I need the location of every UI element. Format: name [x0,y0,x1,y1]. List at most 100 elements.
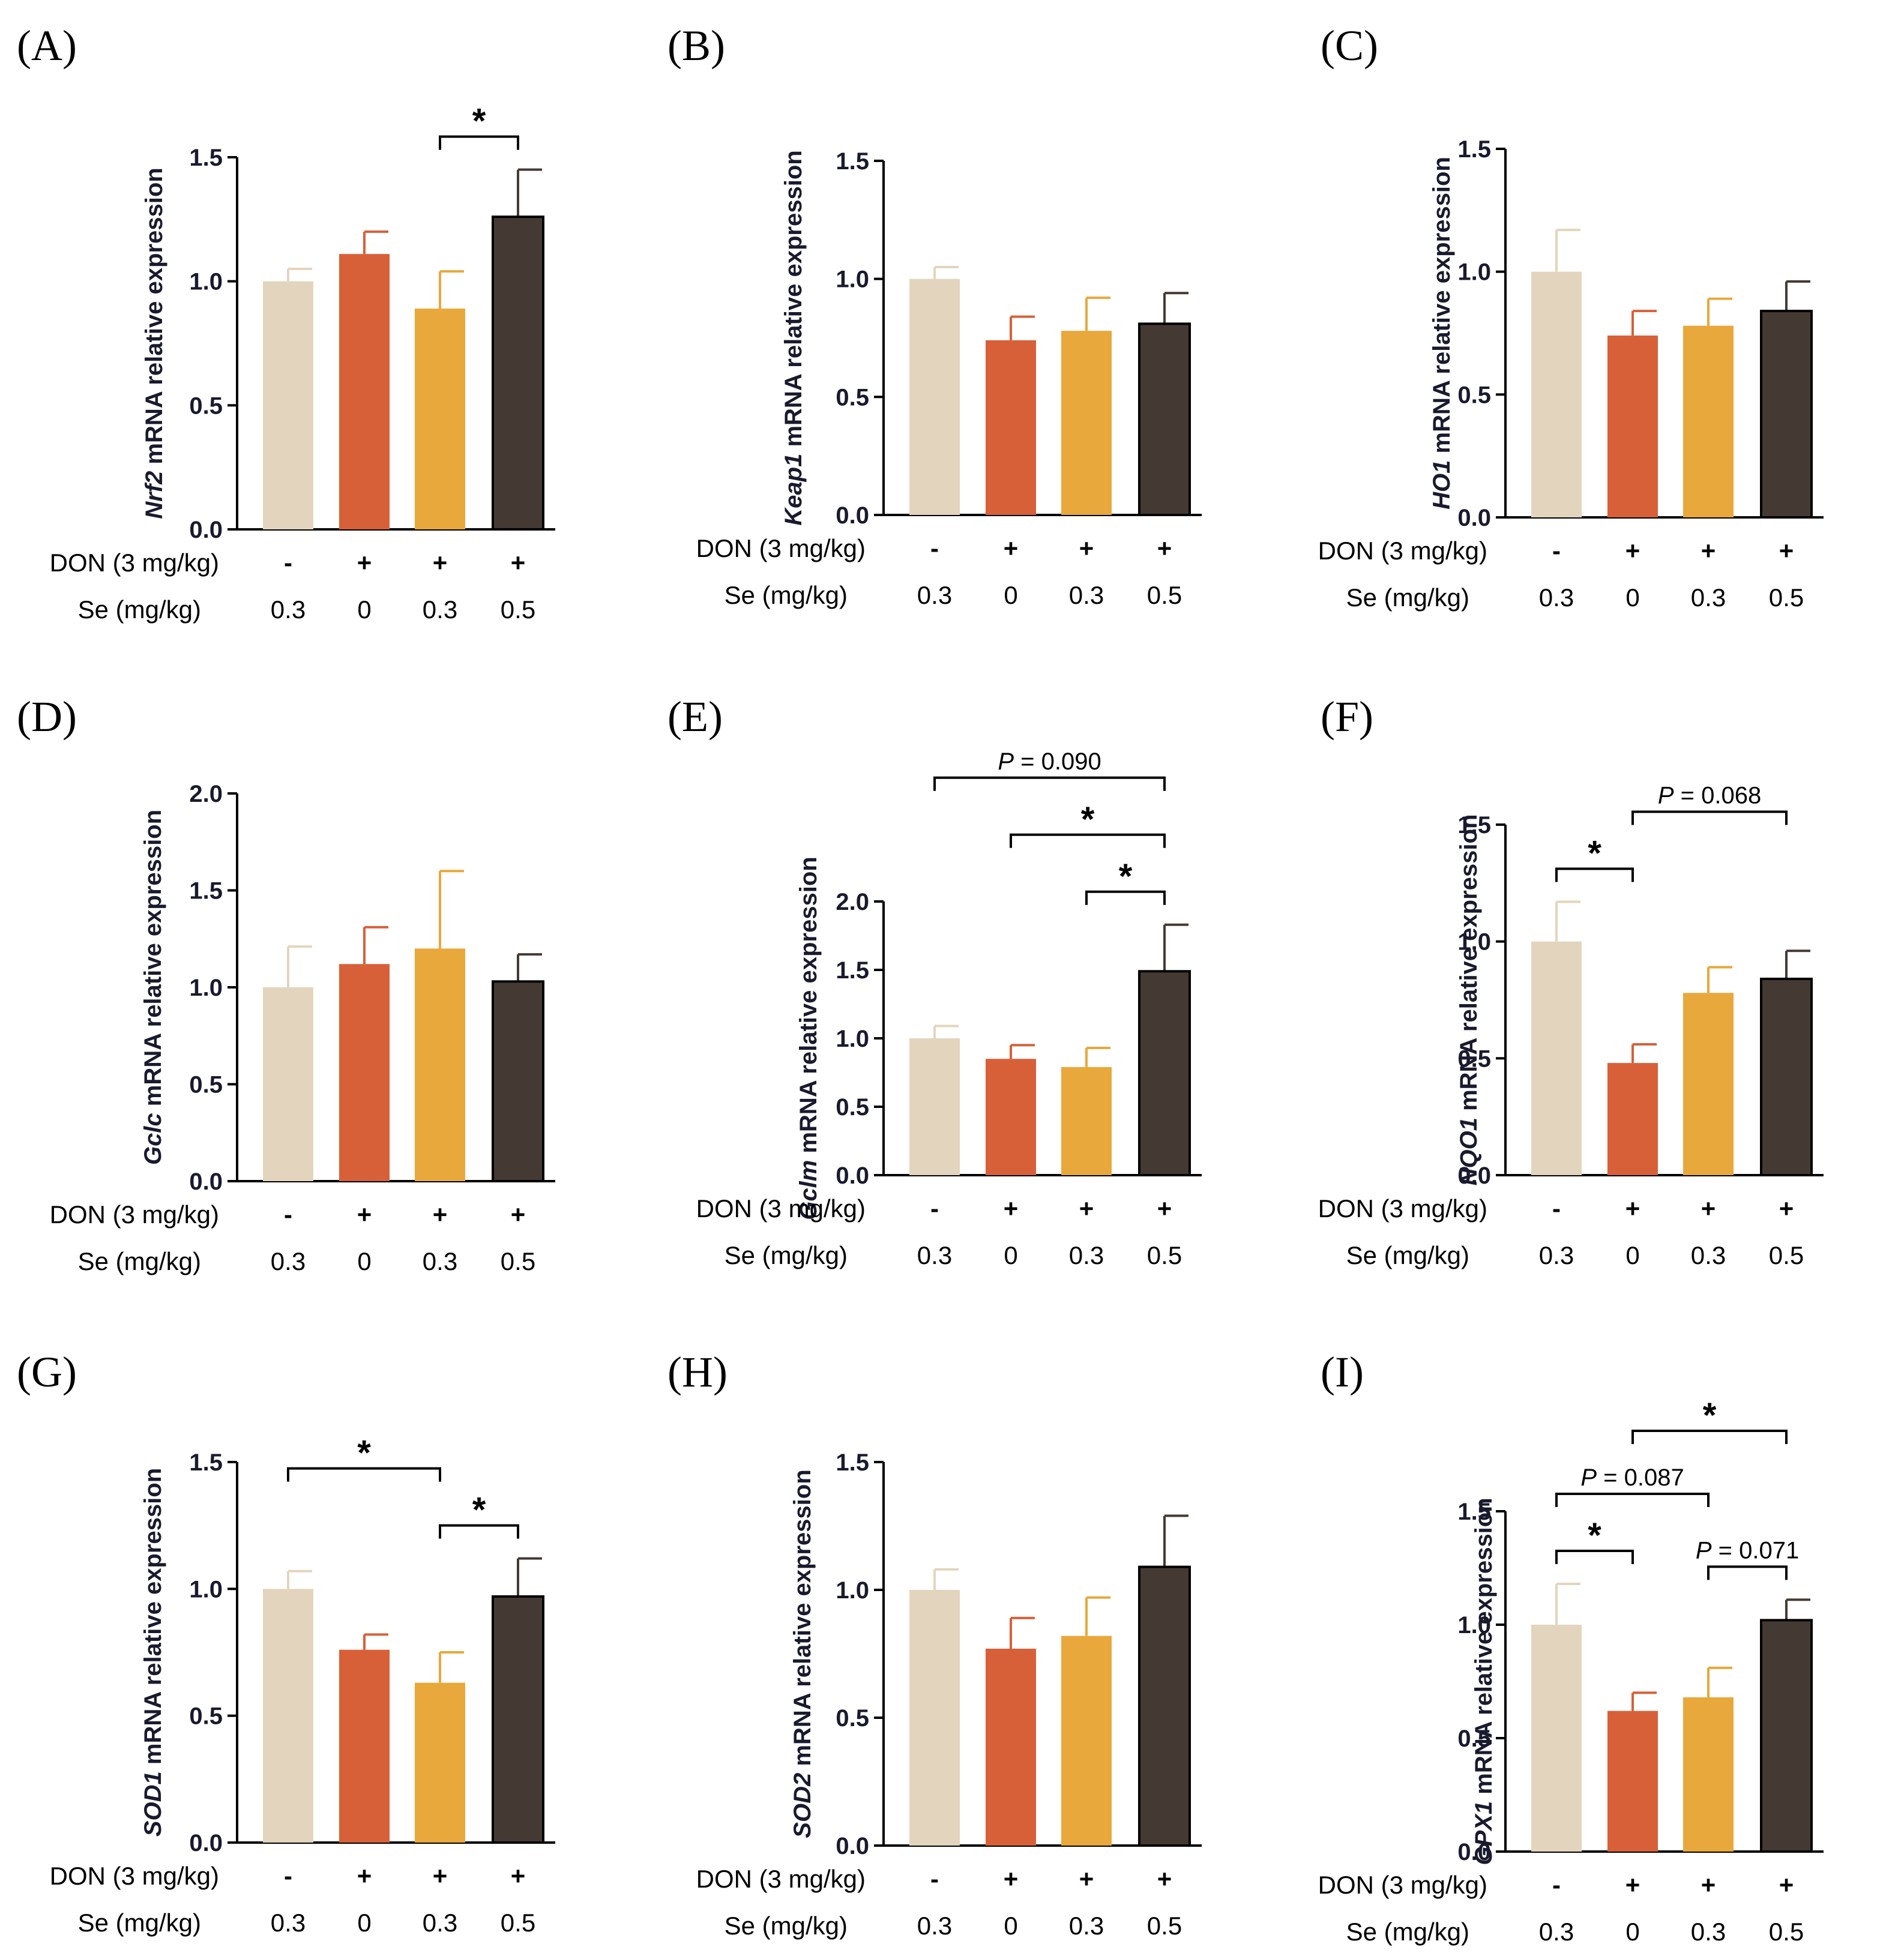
y-axis-gene: GPX1 [1471,1801,1497,1865]
y-tick-label: 1.0 [1457,1612,1491,1639]
y-tick-label: 2.0 [189,781,223,807]
significance-bracket [1707,1565,1788,1580]
don-value: + [1079,534,1094,562]
don-value: + [1157,1865,1172,1893]
bar-2 [986,340,1036,515]
row-label-se: Se (mg/kg) [1346,1918,1469,1946]
y-tick-label: 0.0 [836,502,869,529]
bar-1 [263,987,313,1181]
panel-label: (A) [17,22,77,70]
y-axis-gene: HO1 [1429,460,1455,510]
don-value: - [930,1865,939,1893]
y-tick-label: 1.0 [189,269,223,295]
y-tick-label: 1.5 [1457,1499,1491,1525]
y-axis-label: SOD1 mRNA relative expression [140,1468,166,1837]
bar-1 [1531,1625,1582,1852]
significance-bracket [1555,1549,1634,1564]
bar-2 [986,1648,1036,1846]
se-value: 0.5 [501,1247,535,1275]
significance-bracket [1555,1492,1710,1507]
row-label-don: DON (3 mg/kg) [1318,1194,1487,1223]
bar-2 [339,1649,390,1843]
bar-4 [1760,977,1813,1176]
se-value: 0.3 [423,1247,457,1275]
don-value: + [511,549,526,577]
don-value: + [1079,1194,1094,1223]
don-value: + [1779,1194,1794,1223]
significance-label: * [472,1491,486,1530]
don-value: + [433,1200,448,1229]
y-tick-label: 1.5 [836,1449,869,1476]
y-tick-label: 0.5 [1457,1046,1491,1072]
se-value: 0.3 [271,595,306,624]
significance-label: P = 0.090 [998,748,1101,775]
y-tick-label: 1.0 [836,1577,869,1604]
row-label-se: Se (mg/kg) [78,1247,201,1275]
don-value: + [1701,1194,1716,1223]
bar-4 [1138,322,1191,517]
y-tick-label: 0.5 [189,1703,223,1730]
panel-label: (F) [1321,693,1373,741]
y-tick-label: 0.0 [836,1163,869,1189]
don-value: + [357,549,372,577]
bar-4 [492,1595,544,1844]
y-tick-label: 0.0 [1457,1163,1491,1189]
panel-label: (E) [667,693,723,741]
y-axis-gene: Keap1 [780,454,807,526]
don-value: + [511,1200,526,1229]
bar-3 [1683,325,1734,517]
se-value: 0 [1004,581,1017,609]
row-label-se: Se (mg/kg) [1346,1241,1469,1269]
row-label-se: Se (mg/kg) [1346,583,1469,612]
don-value: + [1079,1865,1094,1893]
se-value: 0.3 [1539,1241,1574,1269]
y-axis-label-rest: mRNA relative expression [789,1469,816,1772]
row-label-don: DON (3 mg/kg) [50,1200,219,1229]
bar-3 [415,1682,465,1843]
chart-panel-keap1: (B) 0.0 0.5 1.0 1.5 Keap1 mRNA relative expre… [667,22,1202,609]
y-tick-label: 0.5 [1457,1726,1491,1752]
se-value: 0.5 [1147,1241,1182,1269]
y-tick-label: 1.0 [836,266,869,293]
y-axis-label: SOD2 mRNA relative expression [789,1469,816,1838]
don-value: + [1779,1871,1794,1899]
y-axis-label-rest: mRNA relative expression [795,856,822,1160]
don-value: - [930,1194,939,1223]
y-tick-label: 0.0 [189,1169,223,1195]
bar-3 [415,308,465,529]
se-value: 0.3 [423,1909,457,1937]
y-axis-label-rest: mRNA relative expression [780,150,807,453]
don-value: + [1779,537,1794,565]
se-value: 0.5 [1769,1918,1804,1946]
y-axis-label: Keap1 mRNA relative expression [780,150,807,525]
se-value: 0.5 [501,595,535,624]
bar-4 [1138,970,1191,1177]
se-value: 0.3 [917,1912,952,1940]
significance-bracket [1555,867,1634,882]
panel-label: (I) [1321,1348,1364,1396]
significance-bracket [1010,833,1166,848]
don-value: + [1004,1194,1019,1223]
y-tick-label: 1.0 [1457,259,1491,286]
y-tick-label: 0.5 [189,1072,223,1098]
y-axis-gene: Gclm [795,1160,822,1220]
se-value: 0.3 [917,581,952,609]
panel-label: (C) [1321,22,1378,70]
se-value: 0.3 [917,1241,952,1269]
y-tick-label: 1.5 [189,878,223,904]
y-axis-label: GPX1 mRNA relative expression [1471,1497,1497,1865]
y-tick-label: 1.0 [836,1026,869,1052]
don-value: - [1552,1194,1561,1223]
row-label-don: DON (3 mg/kg) [50,549,219,577]
significance-label: * [357,1434,371,1473]
chart-panel-sod2: (H) 0.0 0.5 1.0 1.5 SOD2 mRNA relative expres… [667,1348,1202,1940]
y-axis-label: Nrf2 mRNA relative expression [141,167,167,519]
y-axis-label-rest: mRNA relative expression [140,810,166,1113]
y-tick-label: 0.5 [836,1705,869,1732]
don-value: + [1625,1871,1640,1899]
se-value: 0.3 [1539,583,1574,612]
se-value: 0 [1004,1912,1017,1940]
row-label-se: Se (mg/kg) [725,581,848,609]
bar-1 [909,278,960,515]
